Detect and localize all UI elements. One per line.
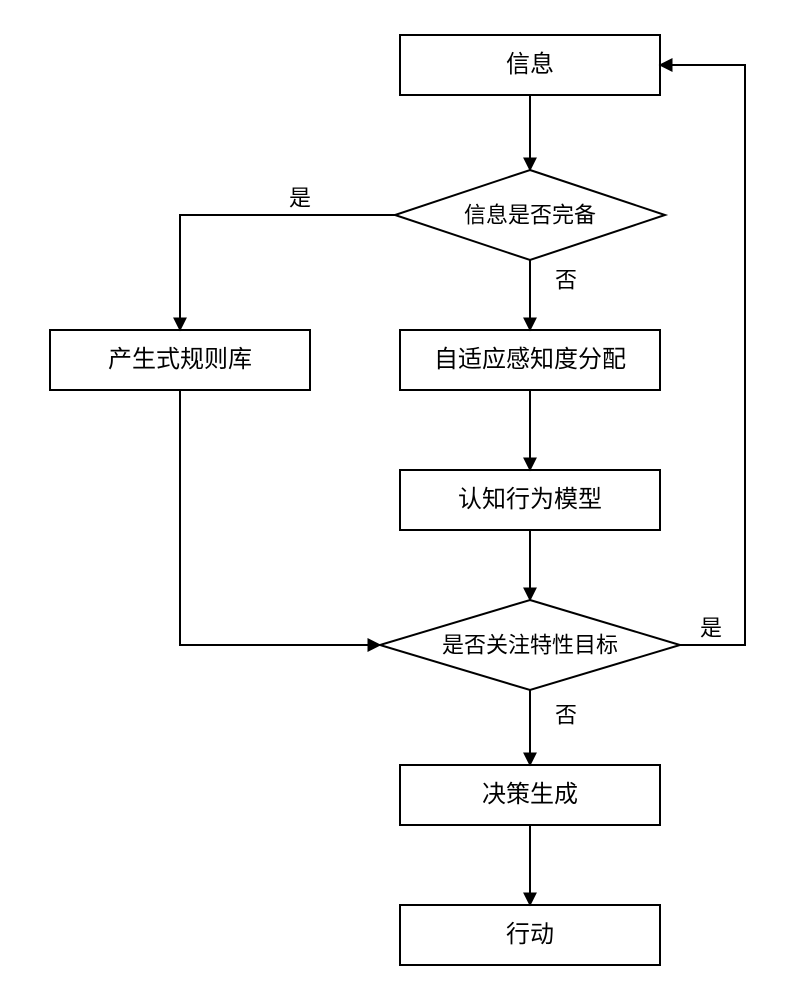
node-adaptive-label: 自适应感知度分配 <box>434 346 626 373</box>
node-info-label: 信息 <box>506 51 554 78</box>
node-focus-label: 是否关注特性目标 <box>442 633 618 658</box>
node-rulebase: 产生式规则库 <box>50 330 310 390</box>
node-complete-label: 信息是否完备 <box>464 203 596 228</box>
node-focus: 是否关注特性目标 <box>380 600 680 690</box>
node-adaptive: 自适应感知度分配 <box>400 330 660 390</box>
node-action: 行动 <box>400 905 660 965</box>
node-cognitive-label: 认知行为模型 <box>458 486 602 513</box>
node-rulebase-label: 产生式规则库 <box>108 346 252 373</box>
node-cognitive: 认知行为模型 <box>400 470 660 530</box>
edge-complete-rulebase-label: 是 <box>289 186 311 211</box>
node-decision-label: 决策生成 <box>482 781 578 808</box>
edge-complete-rulebase <box>180 215 395 330</box>
node-complete: 信息是否完备 <box>395 170 665 260</box>
edge-focus-info-label: 是 <box>700 616 722 641</box>
node-action-label: 行动 <box>506 921 554 948</box>
edge-focus-info <box>660 65 745 645</box>
edge-focus-decision-label: 否 <box>555 703 577 728</box>
node-decision: 决策生成 <box>400 765 660 825</box>
node-info: 信息 <box>400 35 660 95</box>
edge-complete-adaptive-label: 否 <box>555 268 577 293</box>
edge-rulebase-focus <box>180 390 380 645</box>
flowchart-canvas: 信息 信息是否完备 产生式规则库 自适应感知度分配 认知行为模型 是否关注特性目… <box>0 0 801 1000</box>
